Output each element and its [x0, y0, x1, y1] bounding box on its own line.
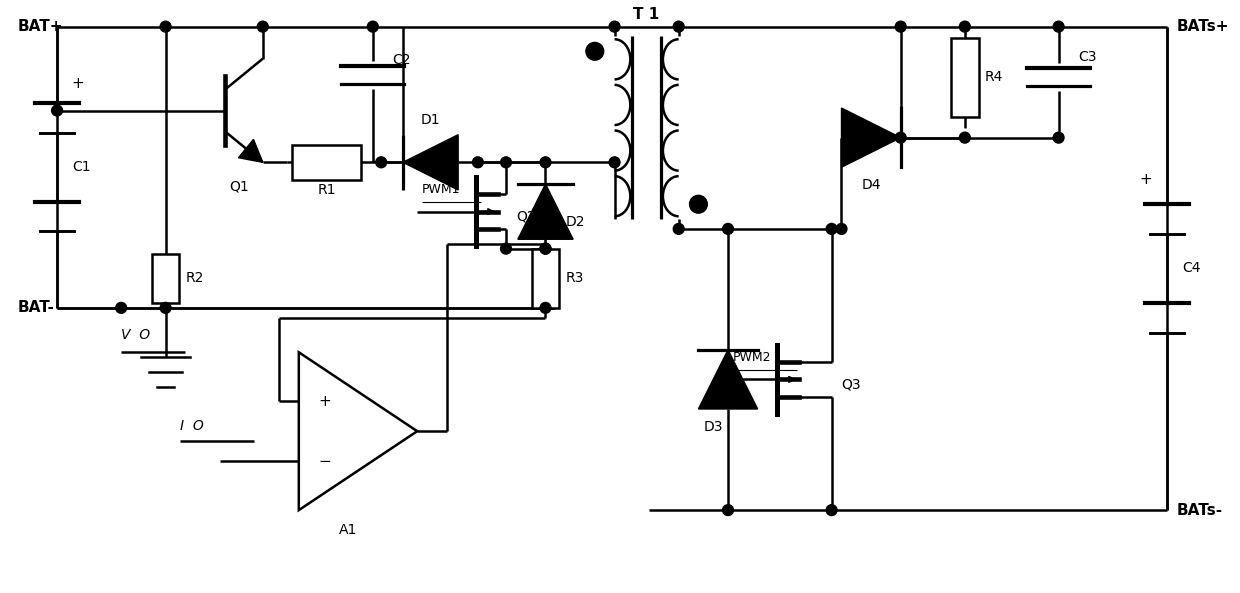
Circle shape [541, 243, 551, 254]
Text: V  O: V O [122, 329, 150, 343]
Circle shape [541, 243, 551, 254]
Circle shape [472, 157, 484, 168]
Text: PWM2: PWM2 [733, 351, 771, 364]
Polygon shape [238, 139, 263, 162]
Text: C4: C4 [1182, 262, 1200, 275]
Bar [293, 145, 361, 180]
Text: T 1: T 1 [634, 7, 660, 23]
Text: A1: A1 [339, 523, 357, 537]
Circle shape [258, 21, 268, 32]
Circle shape [587, 43, 604, 60]
Text: D4: D4 [862, 178, 880, 192]
Text: Q3: Q3 [842, 377, 861, 391]
Text: −: − [319, 454, 331, 468]
Polygon shape [518, 184, 573, 239]
Circle shape [895, 21, 906, 32]
Text: D3: D3 [703, 420, 723, 433]
Circle shape [689, 195, 707, 213]
Bar [532, 248, 559, 308]
Circle shape [1053, 132, 1064, 143]
Text: +: + [1140, 172, 1152, 187]
Circle shape [895, 132, 906, 143]
Circle shape [609, 157, 620, 168]
Circle shape [160, 302, 171, 313]
Polygon shape [403, 135, 458, 190]
Circle shape [960, 132, 970, 143]
Text: D2: D2 [565, 215, 585, 228]
Circle shape [673, 224, 684, 234]
Polygon shape [842, 108, 900, 167]
Text: +: + [72, 76, 84, 91]
Circle shape [501, 157, 511, 168]
Text: I  O: I O [180, 419, 205, 433]
Circle shape [836, 224, 847, 234]
Text: BAT-: BAT- [17, 300, 55, 315]
Circle shape [160, 21, 171, 32]
Text: BAT+: BAT+ [17, 19, 63, 34]
Circle shape [115, 302, 126, 313]
Circle shape [367, 21, 378, 32]
Bar [151, 254, 180, 303]
Circle shape [541, 302, 551, 313]
Text: D1: D1 [420, 113, 440, 127]
Circle shape [609, 21, 620, 32]
Text: R3: R3 [565, 271, 584, 285]
Polygon shape [698, 350, 758, 409]
Text: Q1: Q1 [229, 180, 249, 193]
Text: PWM1: PWM1 [422, 183, 460, 196]
Text: R1: R1 [317, 183, 336, 197]
Text: R4: R4 [985, 70, 1003, 84]
Circle shape [723, 505, 733, 515]
Text: BATs-: BATs- [1177, 503, 1223, 518]
Text: R2: R2 [185, 271, 203, 285]
Text: Q2: Q2 [516, 209, 536, 224]
Circle shape [376, 157, 387, 168]
Circle shape [960, 21, 970, 32]
Circle shape [673, 21, 684, 32]
Circle shape [826, 224, 837, 234]
Circle shape [52, 105, 62, 116]
Text: C3: C3 [1079, 50, 1097, 65]
Text: BATs+: BATs+ [1177, 19, 1230, 34]
Text: C1: C1 [72, 160, 91, 174]
Circle shape [1053, 21, 1064, 32]
Circle shape [826, 505, 837, 515]
Bar [951, 38, 978, 117]
Circle shape [501, 243, 511, 254]
Circle shape [541, 157, 551, 168]
Circle shape [723, 224, 733, 234]
Text: +: + [319, 394, 331, 409]
Text: C2: C2 [393, 53, 410, 67]
